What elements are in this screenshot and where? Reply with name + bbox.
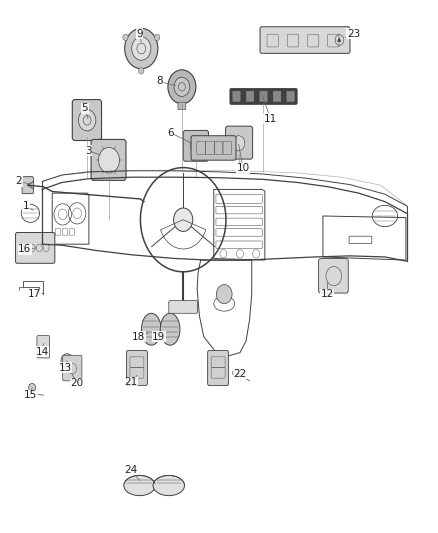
Text: 9: 9	[136, 29, 143, 39]
FancyBboxPatch shape	[15, 232, 55, 263]
FancyBboxPatch shape	[233, 91, 240, 102]
Circle shape	[174, 77, 190, 96]
FancyBboxPatch shape	[72, 100, 102, 141]
FancyBboxPatch shape	[287, 91, 294, 102]
FancyBboxPatch shape	[208, 351, 229, 385]
Text: 5: 5	[81, 103, 88, 113]
Circle shape	[168, 70, 196, 104]
Ellipse shape	[160, 313, 180, 345]
Text: 2: 2	[16, 176, 22, 187]
Text: 21: 21	[124, 377, 138, 387]
Text: 24: 24	[124, 465, 138, 474]
Text: 23: 23	[347, 29, 360, 39]
Circle shape	[233, 136, 245, 151]
Circle shape	[132, 37, 151, 60]
FancyBboxPatch shape	[183, 131, 208, 161]
Circle shape	[173, 208, 193, 231]
Text: ▲: ▲	[337, 37, 342, 43]
Text: 20: 20	[71, 378, 84, 389]
Circle shape	[139, 68, 144, 74]
Text: 1: 1	[23, 201, 29, 212]
FancyBboxPatch shape	[260, 91, 268, 102]
FancyBboxPatch shape	[191, 136, 236, 160]
Circle shape	[125, 28, 158, 69]
Text: 13: 13	[59, 362, 72, 373]
Ellipse shape	[124, 475, 155, 496]
FancyBboxPatch shape	[226, 126, 253, 159]
Text: 15: 15	[24, 390, 37, 400]
Text: 3: 3	[85, 146, 92, 156]
FancyBboxPatch shape	[246, 91, 254, 102]
Circle shape	[99, 148, 120, 173]
Text: 6: 6	[167, 127, 173, 138]
Text: 11: 11	[264, 114, 277, 124]
Text: 12: 12	[321, 289, 334, 299]
Text: 16: 16	[18, 245, 32, 254]
FancyBboxPatch shape	[169, 301, 198, 313]
Text: 22: 22	[233, 369, 247, 379]
Text: 19: 19	[152, 332, 166, 342]
FancyBboxPatch shape	[260, 27, 350, 53]
Circle shape	[78, 110, 96, 131]
Ellipse shape	[141, 313, 161, 345]
FancyBboxPatch shape	[273, 91, 281, 102]
Circle shape	[216, 285, 232, 304]
Text: 17: 17	[28, 289, 41, 299]
Text: 18: 18	[132, 332, 145, 342]
Text: 14: 14	[35, 346, 49, 357]
FancyBboxPatch shape	[127, 351, 148, 385]
Circle shape	[61, 354, 73, 368]
Circle shape	[123, 34, 128, 41]
Ellipse shape	[153, 475, 184, 496]
Text: 10: 10	[237, 163, 250, 173]
FancyBboxPatch shape	[37, 336, 49, 358]
FancyBboxPatch shape	[230, 88, 297, 104]
Circle shape	[190, 138, 202, 153]
Text: 8: 8	[157, 77, 163, 86]
FancyBboxPatch shape	[178, 102, 186, 110]
FancyBboxPatch shape	[63, 356, 82, 381]
Circle shape	[28, 383, 35, 392]
FancyBboxPatch shape	[318, 259, 348, 293]
FancyBboxPatch shape	[22, 176, 33, 193]
Circle shape	[155, 34, 160, 41]
FancyBboxPatch shape	[91, 140, 126, 180]
